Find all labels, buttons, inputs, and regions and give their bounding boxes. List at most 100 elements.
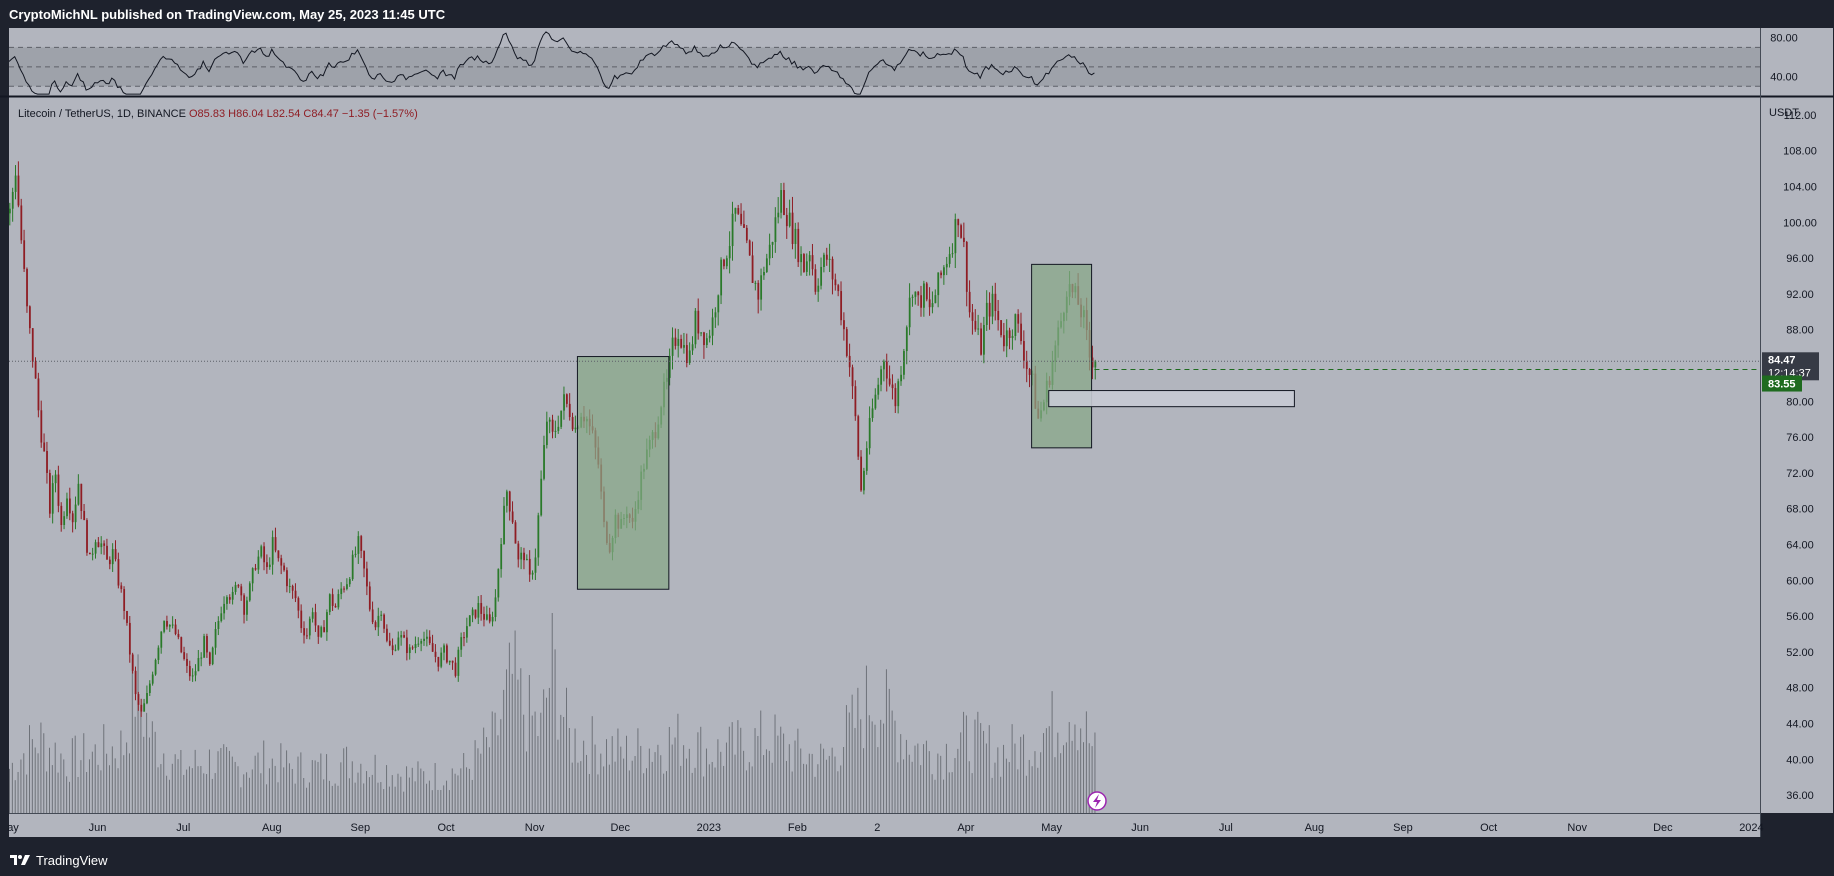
candle-body xyxy=(354,553,357,555)
candle-body xyxy=(268,564,271,568)
chart-canvas[interactable]: 112.00 108.00 104.00 100.00 96.00 92.00 88.00 8… xyxy=(0,0,1834,843)
candle-body xyxy=(737,208,740,214)
candle-body xyxy=(971,312,974,321)
candle-body xyxy=(546,421,548,446)
y-tick-label: 64.00 xyxy=(1786,540,1814,552)
tradingview-logo[interactable]: TradingView xyxy=(9,852,108,868)
x-tick-label: Oct xyxy=(437,822,454,834)
candle-body xyxy=(668,355,671,378)
candle-body xyxy=(148,683,151,694)
candle-body xyxy=(171,624,174,626)
lightning-icon-bolt xyxy=(1093,794,1101,808)
candle-body xyxy=(817,285,820,292)
candle-body xyxy=(997,311,1000,321)
candle-body xyxy=(754,282,757,284)
candle-body xyxy=(454,662,457,676)
y-tick-label: 44.00 xyxy=(1786,719,1814,731)
lightning-icon[interactable] xyxy=(1087,791,1107,811)
candle-body xyxy=(40,410,43,443)
candle-body xyxy=(468,615,471,627)
candle-body xyxy=(691,344,694,351)
candle-body xyxy=(677,338,680,346)
candle-body xyxy=(431,643,434,652)
candle-body xyxy=(831,258,834,280)
candle-body xyxy=(271,537,274,565)
candle-body xyxy=(745,227,748,241)
candle-body xyxy=(28,306,31,329)
candle-body xyxy=(711,317,714,336)
candle-body xyxy=(240,586,243,596)
legend-value: O85.83 xyxy=(189,108,225,120)
x-tick-label: Feb xyxy=(788,822,807,834)
candle-body xyxy=(377,615,380,628)
candle-body xyxy=(843,320,845,330)
candle-body xyxy=(974,320,977,330)
x-tick-label: Oct xyxy=(1480,822,1497,834)
candle-body xyxy=(300,610,303,629)
candle-body xyxy=(694,310,697,345)
candle-body xyxy=(777,212,780,218)
candle-body xyxy=(254,568,257,570)
candle-body xyxy=(88,552,91,555)
candle-body xyxy=(323,627,326,633)
brand-label: TradingView xyxy=(36,852,108,868)
candle-body xyxy=(77,483,80,505)
candle-body xyxy=(1094,361,1097,368)
candle-body xyxy=(685,345,688,364)
candle-body xyxy=(266,562,268,568)
candle-body xyxy=(703,332,705,346)
candle-body xyxy=(774,217,777,243)
x-tick-label: 2024 xyxy=(1739,822,1763,834)
candle-body xyxy=(548,419,551,422)
candle-body xyxy=(931,303,934,308)
candle-body xyxy=(337,594,340,608)
x-tick-label: Jun xyxy=(89,822,107,834)
legend-value: C84.47 xyxy=(300,108,339,120)
candle-body xyxy=(83,510,86,521)
candle-body xyxy=(977,328,980,330)
target-zone-box xyxy=(1048,390,1295,408)
candle-body xyxy=(925,283,928,300)
candle-body xyxy=(814,269,817,292)
price-axis xyxy=(1760,28,1833,813)
candle-body xyxy=(708,335,711,339)
candle-body xyxy=(346,584,348,590)
candle-body xyxy=(406,637,408,654)
candle-body xyxy=(163,620,166,632)
candle-body xyxy=(894,388,897,407)
y-tick-label: 36.00 xyxy=(1786,790,1814,802)
candle-body xyxy=(783,190,785,215)
candle-body xyxy=(514,522,517,544)
candle-body xyxy=(180,637,183,653)
candle-body xyxy=(566,394,568,404)
candle-body xyxy=(100,543,103,548)
candle-body xyxy=(731,213,734,247)
candle-body xyxy=(211,647,214,665)
candle-body xyxy=(968,291,971,313)
candle-body xyxy=(194,671,197,676)
candle-body xyxy=(37,378,40,411)
candle-body xyxy=(91,553,94,555)
volume-bars xyxy=(9,613,1096,813)
candle-body xyxy=(131,654,134,671)
candle-body xyxy=(460,637,463,650)
candle-body xyxy=(283,565,286,571)
candle-body xyxy=(551,419,554,432)
candle-body xyxy=(903,351,905,375)
candle-body xyxy=(260,546,263,557)
candle-body xyxy=(80,483,83,511)
candle-body xyxy=(237,585,240,587)
y-tick-label: 92.00 xyxy=(1786,289,1814,301)
candle-body xyxy=(688,350,691,364)
candle-body xyxy=(714,312,717,318)
y-tick-label: 112.00 xyxy=(1784,110,1817,122)
candle-body xyxy=(486,614,488,620)
candle-body xyxy=(311,612,314,619)
candle-body xyxy=(360,536,363,551)
candle-body xyxy=(434,651,437,657)
candle-body xyxy=(828,258,831,260)
candle-body xyxy=(834,279,837,286)
candle-body xyxy=(800,254,803,263)
candle-body xyxy=(451,660,454,663)
candle-body xyxy=(23,240,26,269)
